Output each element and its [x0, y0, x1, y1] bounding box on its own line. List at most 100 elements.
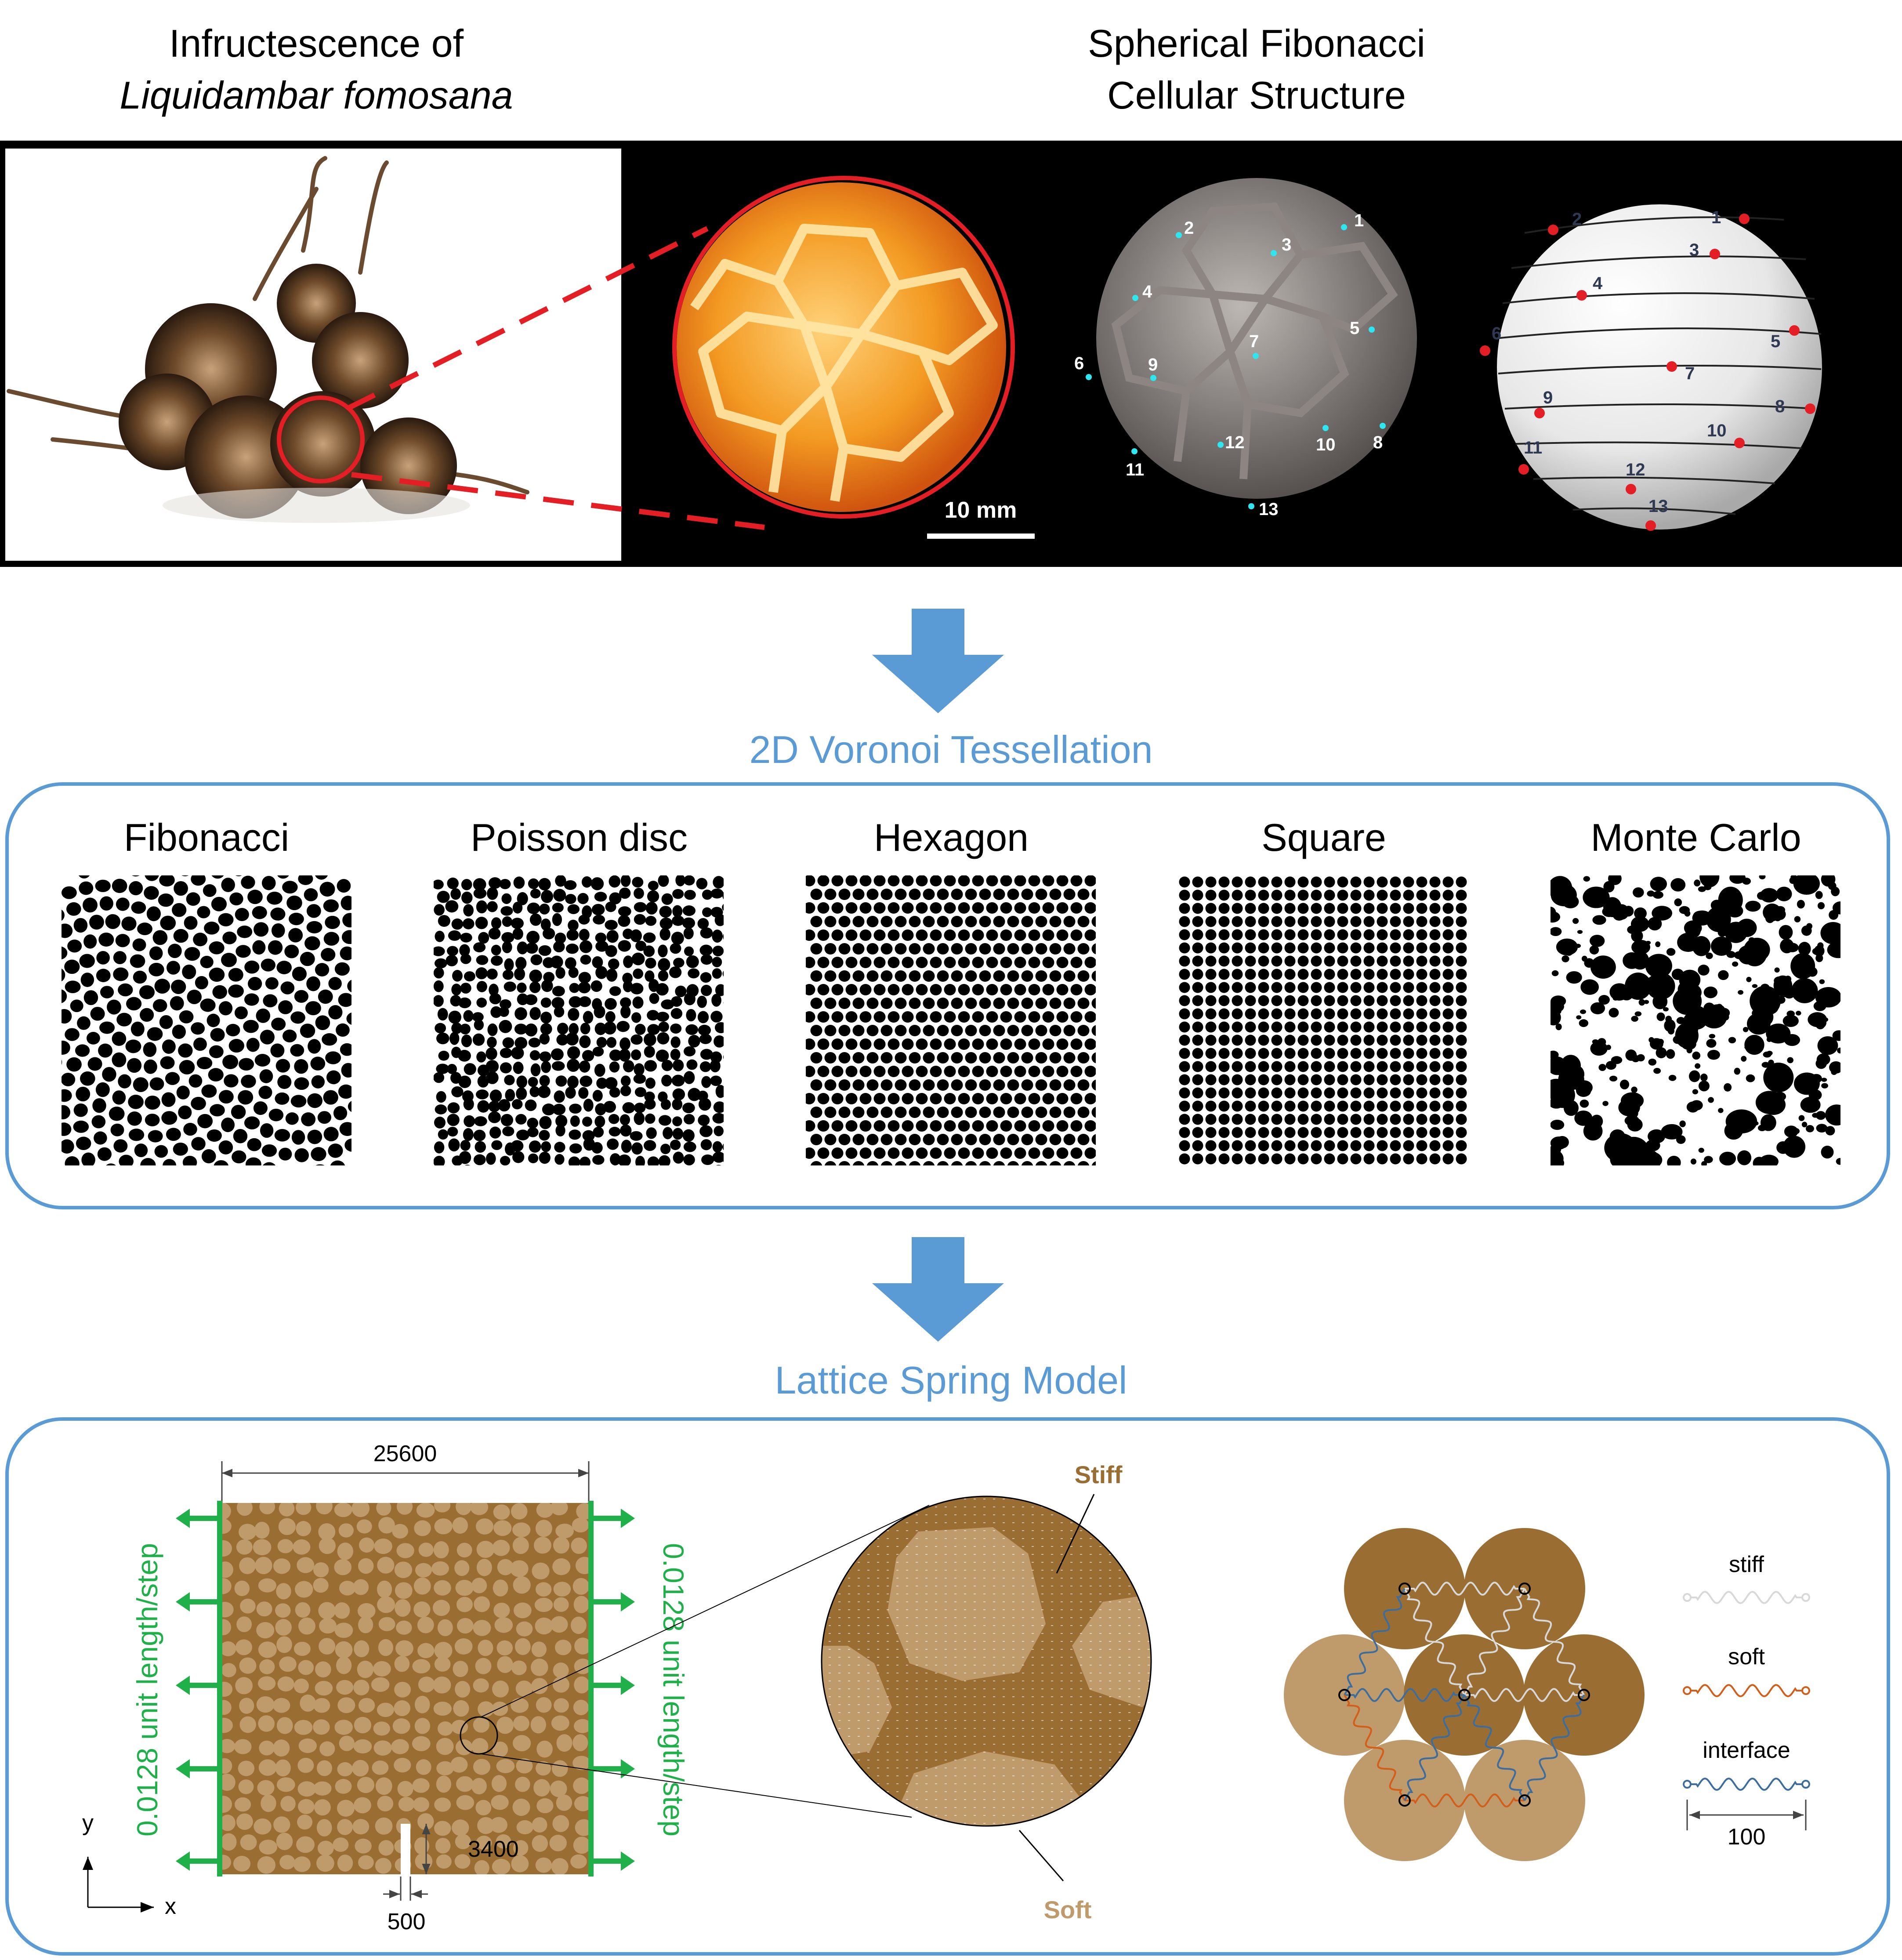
- voronoi-cell: [838, 1134, 851, 1145]
- voronoi-cell: [1403, 969, 1414, 980]
- voronoi-cell: [477, 1075, 489, 1088]
- voronoi-cell: [1245, 929, 1256, 940]
- lattice-node: [1032, 1554, 1034, 1555]
- voronoi-cell: [228, 1039, 244, 1053]
- voronoi-cell: [1324, 876, 1335, 888]
- voronoi-cell: [866, 889, 879, 900]
- voronoi-cell: [473, 1154, 486, 1165]
- voronoi-cell: [866, 1025, 879, 1036]
- voronoi-cell: [634, 888, 644, 899]
- lattice-node: [935, 1530, 937, 1531]
- voronoi-cell: [1028, 902, 1040, 914]
- spring: [1405, 1793, 1525, 1808]
- lattice-node: [945, 1601, 947, 1602]
- voronoi-cell: [1258, 889, 1269, 901]
- lattice-node: [1099, 1815, 1101, 1816]
- voronoi-cell: [596, 1037, 607, 1048]
- voronoi-cell: [1258, 1127, 1269, 1138]
- voronoi-cell: [1284, 1100, 1296, 1112]
- voronoi-cell: [127, 1111, 142, 1126]
- voronoi-cell: [1218, 942, 1230, 954]
- lattice-node: [1032, 1712, 1034, 1713]
- lattice-node: [1109, 1649, 1111, 1650]
- voronoi-cell: [684, 946, 694, 956]
- soft-cell: [255, 1557, 272, 1575]
- voronoi-cell: [1442, 969, 1454, 980]
- lattice-node: [1041, 1514, 1043, 1515]
- voronoi-cell: [95, 879, 111, 893]
- lattice-node: [906, 1728, 908, 1729]
- lattice-node: [1128, 1530, 1130, 1531]
- voronoi-cell: [1811, 1074, 1822, 1083]
- voronoi-cell: [1821, 1145, 1834, 1159]
- lattice-node: [1022, 1791, 1024, 1792]
- voronoi-cell: [1232, 1153, 1243, 1165]
- lattice-node: [983, 1704, 985, 1705]
- voronoi-cell: [1192, 942, 1203, 954]
- lattice-node: [1003, 1688, 1005, 1689]
- voronoi-cell: [672, 1088, 685, 1100]
- voronoi-cell: [67, 940, 82, 953]
- lattice-node: [1099, 1696, 1101, 1697]
- voronoi-cell: [1753, 1121, 1759, 1126]
- lattice-node: [993, 1601, 995, 1602]
- lattice-node: [1051, 1783, 1053, 1784]
- lattice-node: [945, 1578, 947, 1579]
- soft-cell: [277, 1676, 294, 1691]
- lattice-node: [896, 1609, 898, 1610]
- lattice-node: [906, 1736, 908, 1737]
- voronoi-cell: [1442, 1021, 1454, 1033]
- soft-cell: [473, 1678, 489, 1693]
- voronoi-cell: [282, 881, 298, 894]
- soft-cell: [475, 1518, 494, 1535]
- lattice-node: [1012, 1712, 1014, 1713]
- voronoi-cell: [554, 1142, 565, 1153]
- voronoi-cell: [1028, 1147, 1040, 1159]
- voronoi-cell: [1403, 942, 1414, 954]
- lattice-node: [1032, 1704, 1034, 1705]
- voronoi-cell: [491, 1140, 503, 1150]
- voronoi-cell: [1271, 1087, 1282, 1099]
- voronoi-cell: [1377, 889, 1388, 901]
- lattice-node: [1099, 1744, 1101, 1745]
- voronoi-cell: [276, 961, 292, 974]
- voronoi-cell: [1442, 1074, 1454, 1085]
- voronoi-cell: [845, 1066, 858, 1077]
- voronoi-cell: [682, 1102, 695, 1114]
- soft-cell: [415, 1563, 432, 1578]
- lattice-node: [1012, 1617, 1014, 1618]
- voronoi-cell: [688, 1034, 700, 1048]
- soft-cell: [531, 1659, 548, 1676]
- lattice-node: [983, 1728, 985, 1729]
- soft-cell: [572, 1517, 589, 1533]
- voronoi-cell: [817, 984, 830, 995]
- voronoi-cell: [1363, 1100, 1375, 1112]
- lattice-node: [1061, 1641, 1063, 1642]
- voronoi-cell: [328, 977, 342, 990]
- voronoi-cell: [1337, 1008, 1348, 1020]
- lattice-node: [1138, 1665, 1140, 1666]
- lattice-node: [906, 1546, 908, 1547]
- lattice-node: [964, 1736, 966, 1737]
- voronoi-cell: [569, 996, 582, 1008]
- lattice-node: [1041, 1752, 1043, 1753]
- lattice-node: [1061, 1601, 1063, 1602]
- lattice-node: [1022, 1601, 1024, 1602]
- lattice-node: [1041, 1744, 1043, 1745]
- lattice-node: [1099, 1728, 1101, 1729]
- lattice-node: [858, 1657, 860, 1658]
- voronoi-cell: [1205, 1034, 1217, 1046]
- soft-cell: [475, 1800, 492, 1815]
- lattice-node: [838, 1506, 841, 1507]
- voronoi-cell: [1258, 1100, 1269, 1112]
- soft-cell: [378, 1617, 395, 1631]
- lattice-node: [1157, 1601, 1159, 1602]
- voronoi-cell: [197, 1114, 213, 1129]
- lattice-node: [1070, 1823, 1072, 1824]
- lattice-node: [916, 1736, 918, 1737]
- lattice-node: [1138, 1562, 1140, 1563]
- soft-cell: [220, 1758, 232, 1774]
- lattice-node: [945, 1514, 947, 1515]
- lattice-node: [1070, 1641, 1072, 1642]
- soft-cell: [497, 1559, 514, 1575]
